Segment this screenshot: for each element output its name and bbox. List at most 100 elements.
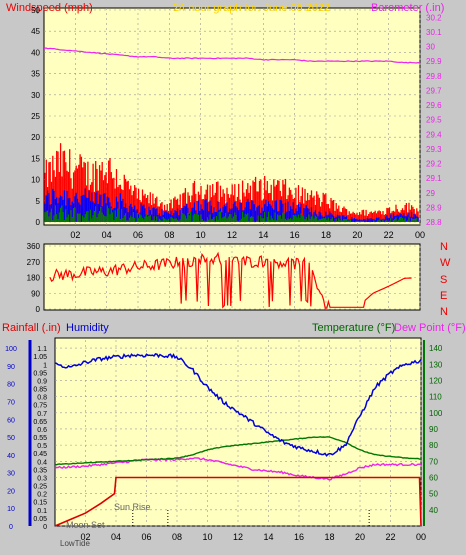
rain-axis-label: Rainfall (.in) (2, 322, 61, 334)
temp-y-tick: 110 (429, 393, 442, 402)
baro-y-tick: 29.9 (426, 57, 442, 66)
rain-y-tick: 0.35 (33, 467, 47, 474)
baro-y-tick: 28.9 (426, 203, 442, 212)
temp-x-tick: 10 (202, 532, 212, 542)
baro-y-tick: 29.7 (426, 86, 442, 95)
temp-y-tick: 80 (429, 441, 438, 450)
rain-y-tick: 0.9 (37, 378, 47, 385)
dir-y-tick: 180 (27, 274, 41, 283)
baro-y-tick: 29.5 (426, 116, 442, 125)
temp-x-tick: 12 (233, 532, 243, 542)
rain-y-tick: 0.65 (33, 419, 47, 426)
sun-rise-label: Sun Rise (114, 502, 151, 512)
wind-x-tick: 12 (227, 230, 237, 240)
temp-x-tick: 02 (80, 532, 90, 542)
rain-y-tick: 0.45 (33, 451, 47, 458)
baro-y-tick: 28.8 (426, 218, 442, 227)
wind-x-tick: 00 (415, 230, 425, 240)
temp-x-tick: 20 (355, 532, 365, 542)
wind-x-tick: 04 (102, 230, 112, 240)
baro-y-tick: 30.2 (426, 13, 442, 22)
rain-y-tick: 0 (43, 524, 47, 531)
temp-y-tick: 70 (429, 457, 438, 466)
temp-x-tick: 06 (141, 532, 151, 542)
wind-x-tick: 02 (70, 230, 80, 240)
humidity-y-tick: 60 (7, 417, 15, 424)
humidity-y-tick: 70 (7, 399, 15, 406)
wind-y-tick: 5 (36, 197, 41, 206)
temp-y-tick: 120 (429, 376, 443, 385)
rain-y-tick: 0.6 (37, 427, 47, 434)
rain-y-tick: 0.95 (33, 370, 47, 377)
temp-y-tick: 130 (429, 360, 443, 369)
temp-x-tick: 22 (385, 532, 395, 542)
rain-y-tick: 0.15 (33, 500, 47, 507)
wind-y-tick: 30 (31, 91, 40, 100)
wind-x-tick: 22 (384, 230, 394, 240)
baro-y-tick: 29.6 (426, 101, 442, 110)
temp-x-tick: 14 (263, 532, 273, 542)
wind-direction-line (49, 251, 412, 309)
humidity-y-tick: 90 (7, 364, 15, 371)
humidity-y-tick: 40 (7, 453, 15, 460)
baro-y-tick: 30.1 (426, 28, 442, 37)
temp-y-tick: 50 (429, 490, 438, 499)
baro-y-tick: 29.4 (426, 130, 442, 139)
wind-x-tick: 18 (321, 230, 331, 240)
humidity-y-tick: 20 (7, 488, 15, 495)
temp-y-tick: 90 (429, 425, 438, 434)
compass-label: E (440, 290, 447, 302)
baro-y-tick: 29 (426, 189, 435, 198)
compass-label: N (440, 306, 448, 318)
wind-y-tick: 50 (31, 6, 40, 15)
rain-y-tick: 1.1 (37, 346, 47, 353)
humidity-y-tick: 100 (5, 346, 17, 353)
rain-y-tick: 0.25 (33, 484, 47, 491)
dir-y-tick: 90 (31, 289, 40, 298)
rain-y-tick: 0.4 (37, 459, 47, 466)
wind-y-tick: 0 (36, 218, 41, 227)
wind-y-tick: 20 (31, 133, 40, 142)
temp-x-tick: 08 (172, 532, 182, 542)
rain-y-tick: 0.5 (37, 443, 47, 450)
temp-x-tick: 16 (294, 532, 304, 542)
rain-y-tick: 0.55 (33, 435, 47, 442)
low-tide-label: LowTide (60, 539, 90, 548)
baro-axis-label: Barometer (.in) (371, 2, 444, 14)
humidity-y-tick: 0 (9, 524, 13, 531)
wind-x-tick: 06 (133, 230, 143, 240)
baro-y-tick: 29.1 (426, 174, 442, 183)
humidity-axis-label: Humidity (66, 322, 109, 334)
wind-x-tick: 10 (196, 230, 206, 240)
dewpoint-line (54, 457, 422, 481)
rain-y-tick: 0.8 (37, 395, 47, 402)
temp-y-tick: 100 (429, 409, 443, 418)
humidity-y-tick: 30 (7, 471, 15, 478)
humidity-line (54, 353, 422, 457)
temp-x-tick: 00 (416, 532, 426, 542)
compass-label: S (440, 274, 447, 286)
baro-y-tick: 29.2 (426, 160, 442, 169)
moon-set-label: Moon Set (66, 520, 105, 530)
dir-y-tick: 0 (36, 305, 41, 314)
rain-y-tick: 0.85 (33, 387, 47, 394)
rain-y-tick: 0.1 (37, 508, 47, 515)
dir-y-tick: 270 (27, 258, 41, 267)
chart-title: 24 hour graph for: June 08 2022 (173, 2, 330, 14)
dir-y-tick: 360 (27, 242, 41, 251)
humidity-y-tick: 80 (7, 382, 15, 389)
wind-y-tick: 25 (31, 112, 40, 121)
wind-y-tick: 40 (31, 48, 40, 57)
wind-x-tick: 20 (352, 230, 362, 240)
dewpoint-axis-label: Dew Point (°F) (394, 322, 466, 334)
wind-y-tick: 15 (31, 154, 40, 163)
temp-x-tick: 18 (324, 532, 334, 542)
rain-y-tick: 0.7 (37, 411, 47, 418)
temp-x-tick: 04 (111, 532, 121, 542)
barometer-line (43, 47, 421, 64)
baro-y-tick: 29.3 (426, 145, 442, 154)
temperature-line (54, 436, 421, 466)
